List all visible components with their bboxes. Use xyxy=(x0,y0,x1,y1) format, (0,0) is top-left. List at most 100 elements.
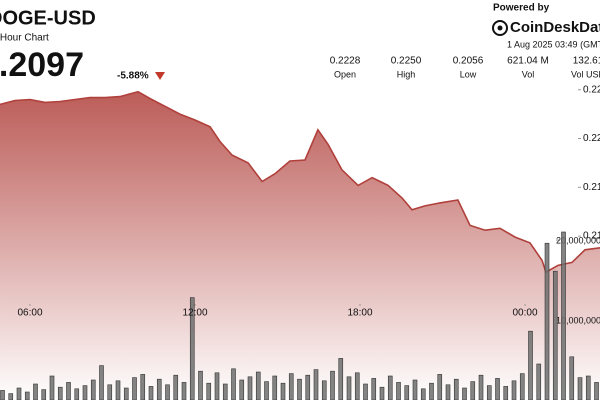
volume-bar xyxy=(222,383,228,400)
volume-bar xyxy=(594,382,599,400)
volume-bar xyxy=(379,386,385,400)
volume-bar xyxy=(321,380,327,400)
volume-bar xyxy=(561,231,566,400)
volume-bar xyxy=(503,386,509,400)
volume-bar xyxy=(577,377,583,400)
volume-bar xyxy=(412,379,418,400)
price: 0.2097 xyxy=(0,46,84,84)
volume-bar xyxy=(41,389,47,400)
stat-value: 0.2250 xyxy=(391,56,422,67)
volume-bar xyxy=(198,370,203,400)
volume-bar xyxy=(346,376,352,400)
volume-bar xyxy=(49,375,55,400)
stat-value: 0.2056 xyxy=(453,56,484,67)
stat-label: Open xyxy=(334,69,356,79)
volume-bar xyxy=(495,378,500,400)
volume-bar xyxy=(478,374,484,400)
volume-bar xyxy=(544,242,550,400)
volume-bar xyxy=(82,385,88,400)
symbol: DOGE-USD xyxy=(0,7,96,29)
volume-bar xyxy=(445,384,451,400)
volume-bar xyxy=(387,375,393,400)
powered-by: Powered by xyxy=(493,3,550,14)
stat-label: Vol xyxy=(522,69,535,79)
volume-bar xyxy=(486,385,492,400)
brand-logo xyxy=(492,20,508,36)
volume-bar xyxy=(140,374,146,400)
stats: 0.2228 Open 0.2250 High 0.2056 Low 621.04 M Vol… xyxy=(330,56,600,80)
volume-bar xyxy=(552,270,558,400)
volume-bar xyxy=(132,377,137,400)
volume-bar xyxy=(528,330,533,400)
volume-bar xyxy=(585,375,591,400)
volume-bar xyxy=(16,387,22,400)
volume-bar xyxy=(99,365,104,400)
volume-bar xyxy=(297,378,302,400)
volume-bar xyxy=(305,374,311,400)
volume-bar xyxy=(8,393,14,400)
volume-bar xyxy=(396,382,401,400)
volume-bar xyxy=(420,388,426,400)
x-tick-label: 12:00 xyxy=(182,308,207,319)
volume-bar xyxy=(288,373,294,400)
volume-bar xyxy=(437,374,443,400)
volume-bar xyxy=(57,386,63,400)
volume-bar xyxy=(74,388,80,400)
volume-bar xyxy=(470,381,476,400)
volume-bar xyxy=(247,376,253,400)
volume-bar xyxy=(66,382,71,400)
stat-label: Low xyxy=(460,69,477,79)
volume-bar xyxy=(569,356,575,400)
volume-bar xyxy=(330,370,335,400)
x-tick-label: 00:00 xyxy=(512,308,537,319)
volume-bar xyxy=(148,386,154,400)
volume-bar xyxy=(280,382,286,400)
volume-bar xyxy=(107,384,113,400)
volume-bar xyxy=(338,358,344,400)
brand-logo-dot xyxy=(497,25,503,31)
stat-value: 0.2228 xyxy=(330,56,361,67)
volume-bar xyxy=(156,378,162,400)
down-arrow xyxy=(155,72,165,80)
volume-bar xyxy=(264,381,269,400)
volume-bar xyxy=(255,371,261,400)
y-tick-label: 0.22 xyxy=(583,133,600,144)
volume-bar xyxy=(181,382,187,400)
volume-bar xyxy=(462,387,467,400)
volume-tick-label: 20,000,000 xyxy=(556,235,600,245)
change: -5.88% xyxy=(117,71,149,82)
x-tick-label: 18:00 xyxy=(347,308,372,319)
volume-bar xyxy=(354,372,360,400)
volume-bar xyxy=(115,380,121,400)
volume-bar xyxy=(404,385,410,400)
volume-bar xyxy=(24,391,30,400)
volume-bar xyxy=(0,390,5,400)
price-area xyxy=(0,91,600,400)
price-line xyxy=(0,90,600,274)
timestamp: 1 Aug 2025 03:49 (GMT) xyxy=(507,39,600,49)
volume-bar xyxy=(511,380,517,400)
volume-bar xyxy=(272,375,278,400)
volume-bar xyxy=(453,378,459,400)
volume-bar xyxy=(429,382,434,400)
volume-bar xyxy=(189,297,195,400)
volume-bar xyxy=(536,363,542,400)
volume-bar xyxy=(371,378,377,400)
volume-tick-label: 10,000,000 xyxy=(556,315,600,325)
subtitle: 24 Hour Chart xyxy=(0,33,49,44)
stat-label: Vol USD xyxy=(571,69,600,79)
volume-bar xyxy=(313,369,319,400)
volume-bar xyxy=(90,379,96,400)
volume-bar xyxy=(165,384,170,400)
volume-bar xyxy=(231,368,236,400)
volume-bar xyxy=(123,387,129,400)
y-tick-label: 0.225 xyxy=(583,84,600,95)
stat-value: 621.04 M xyxy=(507,56,549,67)
y-tick-label: 0.215 xyxy=(583,182,600,193)
volume-bar xyxy=(519,373,525,400)
y-tick-label: 0.21 xyxy=(583,231,600,242)
stat-label: High xyxy=(397,69,416,79)
brand: CoinDeskData xyxy=(510,19,600,36)
